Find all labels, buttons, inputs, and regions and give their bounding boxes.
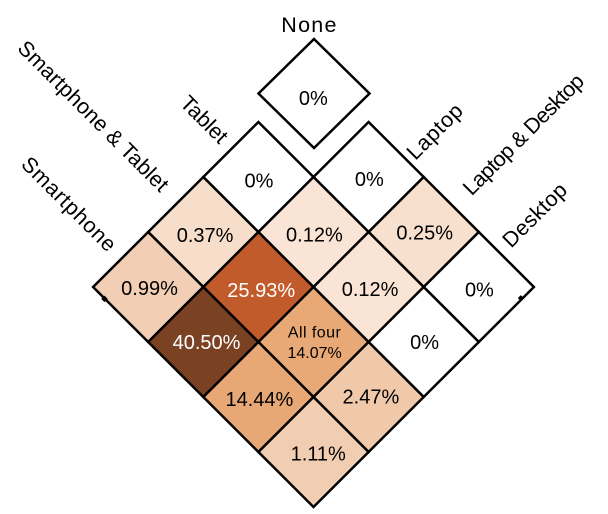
svg-text:1.11%: 1.11% bbox=[291, 443, 346, 465]
svg-text:0.12%: 0.12% bbox=[342, 279, 399, 301]
svg-text:2.47%: 2.47% bbox=[343, 386, 400, 408]
svg-text:0%: 0% bbox=[355, 169, 384, 191]
svg-text:0%: 0% bbox=[410, 332, 439, 354]
svg-text:0%: 0% bbox=[465, 279, 494, 301]
svg-text:14.44%: 14.44% bbox=[225, 389, 293, 411]
svg-text:25.93%: 25.93% bbox=[227, 280, 295, 302]
svg-text:0%: 0% bbox=[245, 170, 274, 192]
svg-text:0.12%: 0.12% bbox=[286, 224, 343, 246]
svg-text:All four: All four bbox=[288, 325, 342, 342]
svg-text:0.25%: 0.25% bbox=[396, 223, 453, 245]
svg-text:0.99%: 0.99% bbox=[121, 278, 178, 300]
svg-text:40.50%: 40.50% bbox=[173, 332, 241, 354]
svg-text:0.37%: 0.37% bbox=[177, 225, 234, 247]
svg-text:14.07%: 14.07% bbox=[287, 345, 341, 362]
svg-text:0%: 0% bbox=[299, 88, 328, 110]
svg-text:None: None bbox=[281, 13, 337, 37]
